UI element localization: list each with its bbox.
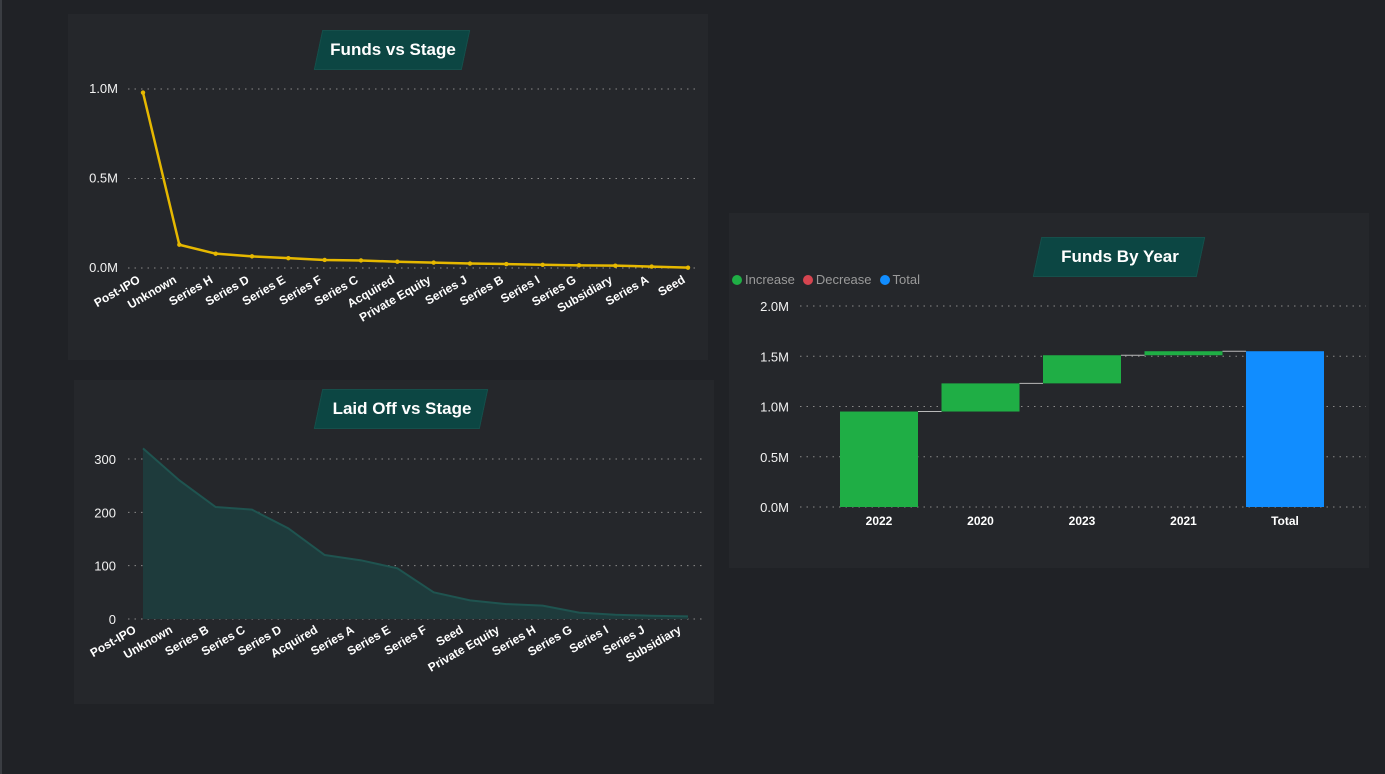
- legend-label-increase: Increase: [745, 272, 795, 287]
- x-tick-label: 2021: [1170, 514, 1197, 528]
- funds-by-year-legend: Increase Decrease Total: [732, 272, 920, 287]
- y-tick-label: 0.5M: [760, 450, 789, 465]
- y-tick-label: 300: [94, 452, 116, 467]
- x-tick-label: 2022: [866, 514, 893, 528]
- funds-by-year-title: Funds By Year: [1061, 247, 1179, 266]
- funds-data-point: [613, 263, 618, 268]
- funds-data-point: [504, 261, 509, 267]
- x-tick-label: 2023: [1069, 514, 1096, 528]
- funds-data-point: [177, 242, 182, 247]
- y-tick-label: 0: [109, 612, 116, 627]
- waterfall-increase-bar: [1043, 355, 1121, 384]
- total-dot-icon: [879, 274, 890, 285]
- funds-data-point: [431, 260, 436, 265]
- legend-item-total[interactable]: Total: [879, 272, 920, 287]
- funds-data-point: [140, 90, 146, 95]
- funds-data-point: [649, 264, 654, 269]
- funds-data-point: [395, 259, 400, 264]
- funds-data-point: [467, 261, 473, 266]
- y-tick-label: 1.5M: [760, 349, 789, 364]
- waterfall-increase-bar: [1144, 351, 1223, 356]
- funds-data-point: [576, 263, 582, 268]
- increase-dot-icon: [732, 274, 742, 285]
- funds-series-line: [141, 92, 689, 269]
- waterfall-increase-bar: [840, 411, 918, 507]
- y-tick-label: 0.5M: [89, 171, 118, 186]
- funds-data-point: [213, 251, 218, 256]
- y-tick-label: 0.0M: [760, 500, 789, 515]
- y-tick-label: 1.0M: [760, 400, 789, 415]
- laid-off-series-line: [142, 447, 689, 618]
- legend-label-total: Total: [892, 272, 920, 287]
- y-tick-label: 2.0M: [760, 299, 789, 314]
- laid-off-vs-stage-title: Laid Off vs Stage: [332, 399, 472, 418]
- funds-data-point: [322, 257, 327, 263]
- funds-vs-stage-panel[interactable]: [68, 14, 708, 360]
- funds-data-point: [249, 254, 255, 259]
- x-tick-label: Seed: [656, 272, 688, 298]
- x-tick-label: Total: [1271, 514, 1299, 528]
- laid-off-area: [143, 448, 688, 619]
- funds-data-point: [286, 255, 291, 261]
- waterfall-total-bar: [1246, 351, 1324, 507]
- funds-vs-stage-title: Funds vs Stage: [330, 40, 456, 59]
- decrease-dot-icon: [802, 274, 813, 285]
- legend-label-decrease: Decrease: [815, 272, 872, 287]
- y-tick-label: 0.0M: [89, 260, 118, 275]
- legend-item-increase[interactable]: Increase: [732, 272, 795, 287]
- window-edge: [0, 0, 2, 774]
- y-tick-label: 1.0M: [89, 81, 118, 96]
- funds-data-point: [358, 258, 364, 263]
- x-tick-label: 2020: [967, 514, 994, 528]
- funds-data-point: [540, 262, 545, 267]
- waterfall-increase-bar: [941, 383, 1020, 412]
- y-tick-label: 200: [94, 505, 116, 520]
- legend-item-decrease[interactable]: Decrease: [802, 272, 872, 287]
- funds-data-point: [685, 265, 691, 270]
- y-tick-label: 100: [94, 559, 116, 574]
